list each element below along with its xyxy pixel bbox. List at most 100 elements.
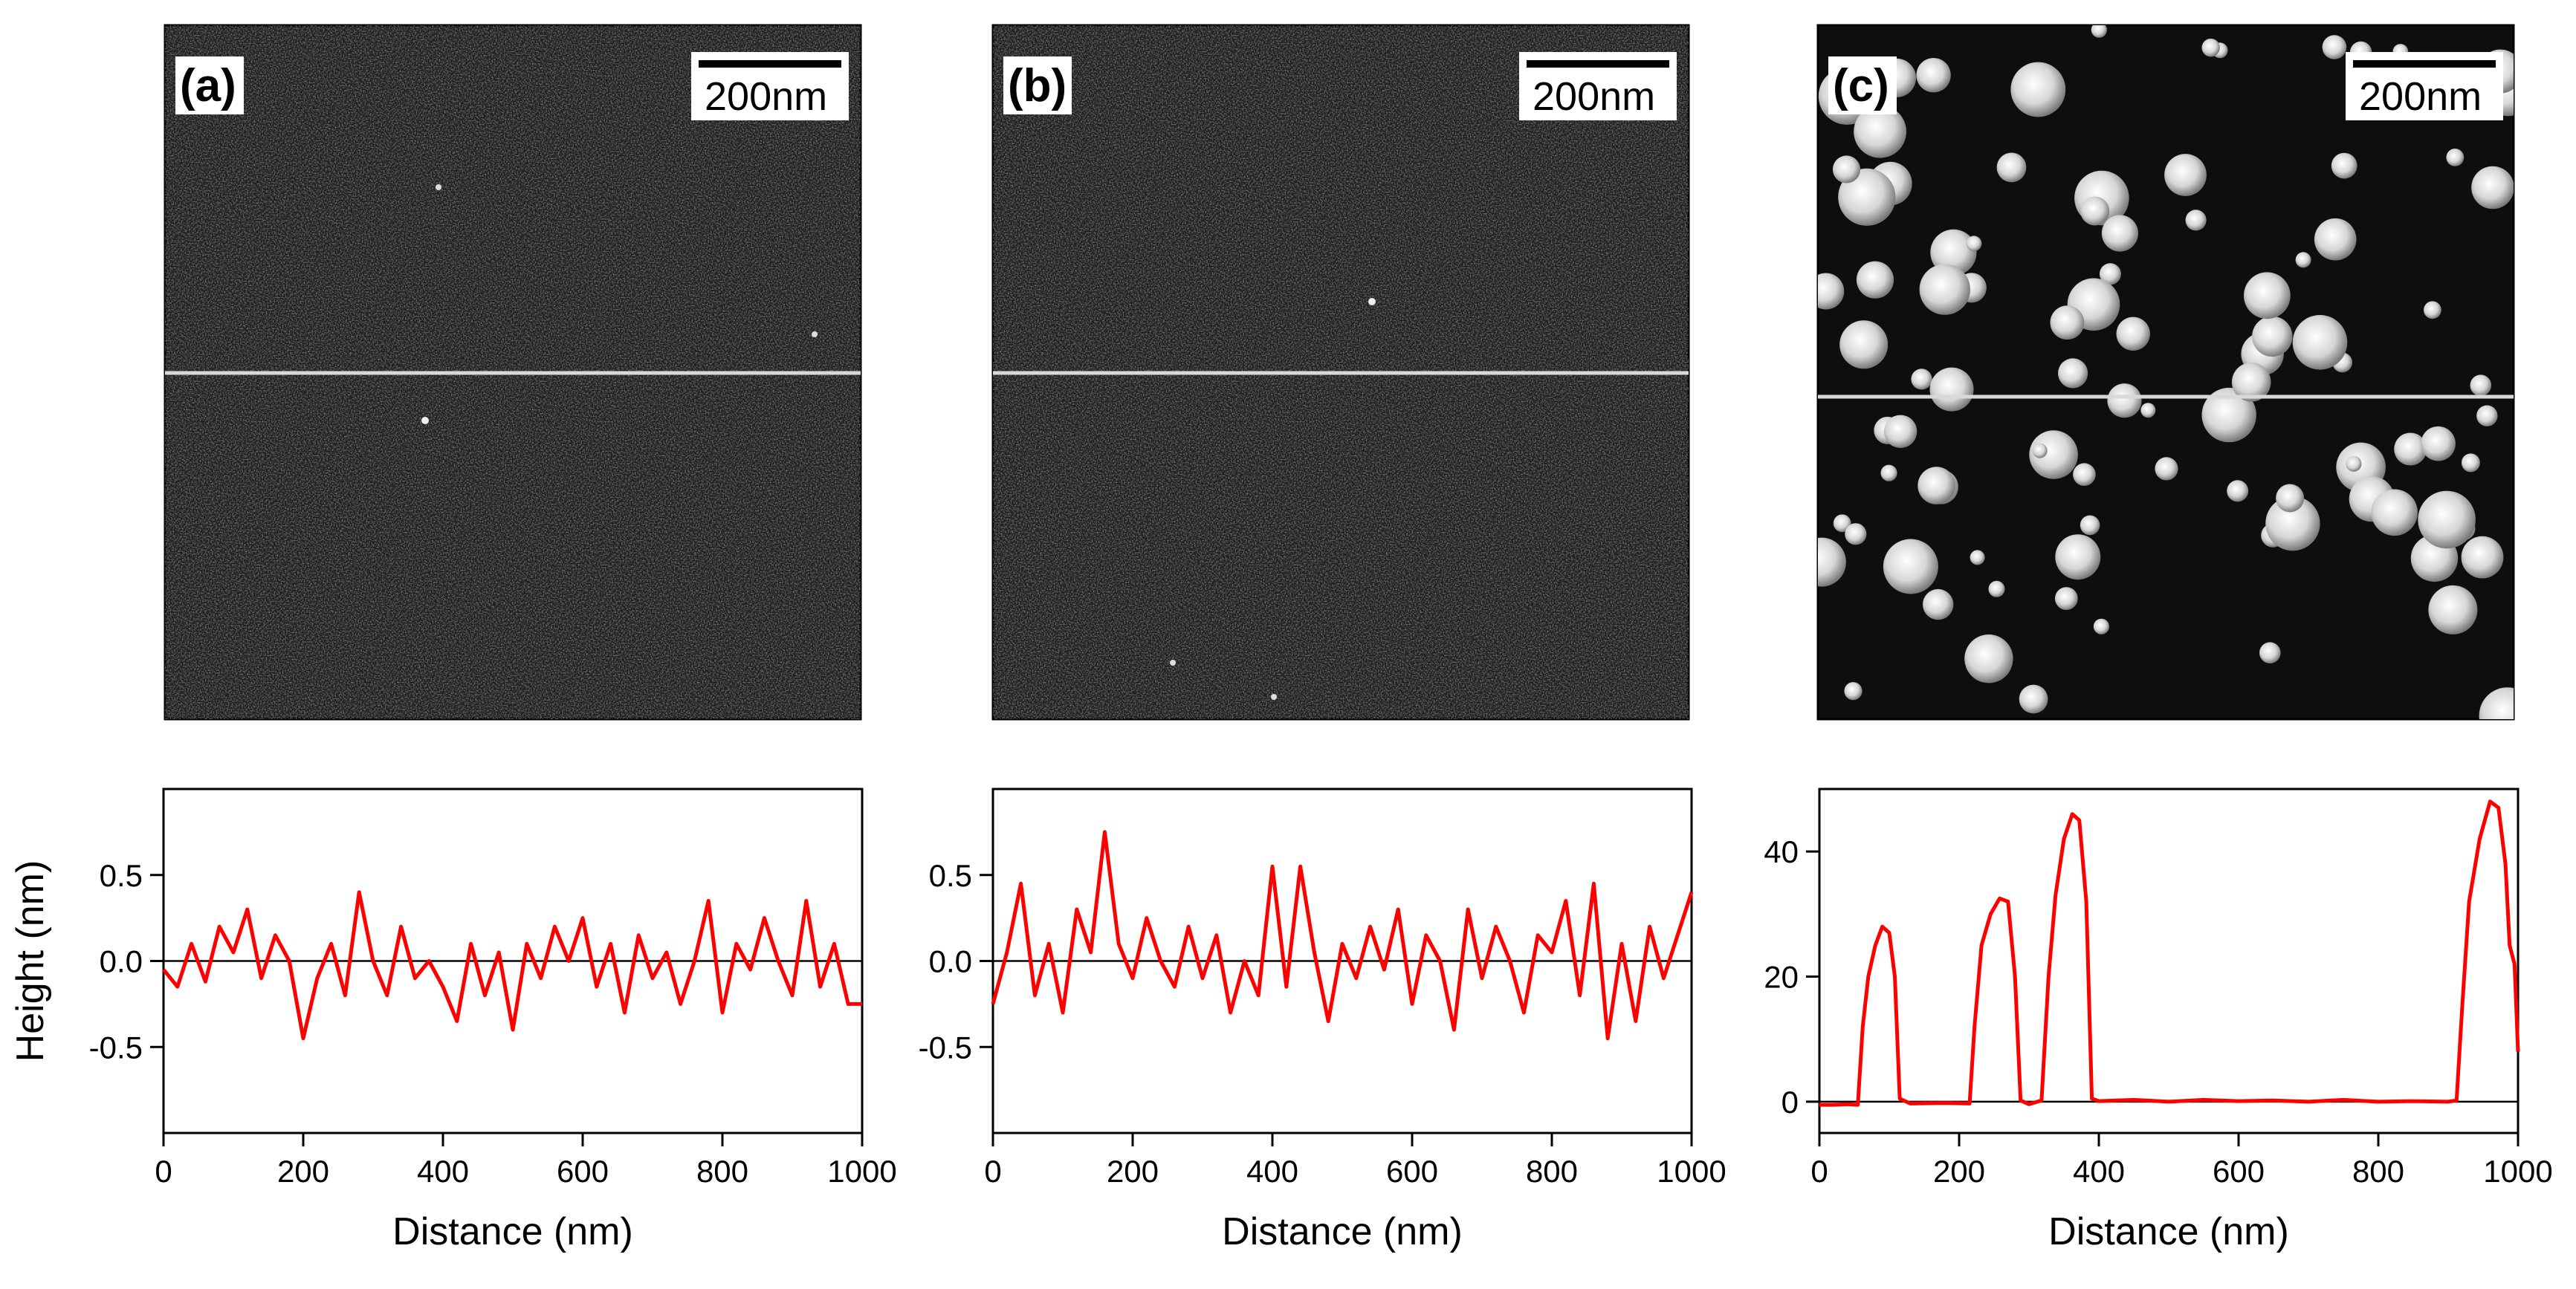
- nanoparticle: [2418, 490, 2476, 549]
- nanoparticle: [2073, 463, 2096, 486]
- nanoparticle: [1911, 368, 1932, 390]
- x-tick-label: 1000: [827, 1154, 896, 1189]
- height-profile-chart-b: 0 200 400 600 800 1000 -0.5 0.0 0.5 Distance (nm): [919, 788, 1726, 1253]
- nanoparticle: [2295, 252, 2311, 268]
- nanoparticle: [2185, 210, 2207, 231]
- panel-label-a: (a): [180, 60, 236, 111]
- nanoparticle: [2276, 484, 2305, 513]
- surface-speck: [1170, 660, 1176, 666]
- nanoparticle: [2091, 25, 2107, 38]
- nanoparticle: [2116, 316, 2150, 351]
- surface-speck: [1368, 298, 1376, 305]
- nanoparticle: [2461, 453, 2480, 473]
- nanoparticle: [1970, 550, 1985, 565]
- x-tick-label: 1000: [2483, 1154, 2552, 1189]
- nanoparticle: [1929, 367, 1974, 412]
- x-axis-title: Distance (nm): [1222, 1210, 1463, 1253]
- nanoparticle: [1988, 580, 2005, 597]
- nanoparticle: [2140, 403, 2156, 418]
- nanoparticle: [1916, 58, 1951, 93]
- nanoparticle: [2331, 152, 2357, 179]
- nanoparticle: [2201, 387, 2256, 443]
- x-tick-label: 400: [1246, 1154, 1298, 1189]
- nanoparticle: [2231, 363, 2271, 402]
- x-tick-label: 800: [2352, 1154, 2404, 1189]
- nanoparticle: [1919, 264, 1970, 315]
- y-tick-label: 0.5: [100, 858, 143, 893]
- nanoparticle: [2155, 457, 2178, 481]
- nanoparticle: [1818, 273, 1845, 310]
- nanoparticle: [1883, 415, 1918, 448]
- nanoparticle: [2265, 496, 2320, 551]
- series-line: [991, 830, 1694, 1041]
- scalebar-label: 200nm: [2359, 74, 2482, 119]
- nanoparticle: [1966, 236, 1982, 252]
- nanoparticle: [2107, 383, 2142, 418]
- nanoparticle: [2446, 149, 2465, 166]
- nanoparticle: [2055, 534, 2101, 580]
- particle-layer: [1818, 25, 2514, 719]
- x-tick-label: 400: [2073, 1154, 2125, 1189]
- nanoparticle: [2424, 301, 2441, 319]
- x-tick-label: 600: [2213, 1154, 2265, 1189]
- nanoparticle: [2394, 432, 2427, 466]
- nanoparticle: [2421, 426, 2456, 461]
- x-tick-label: 200: [1107, 1154, 1159, 1189]
- height-profile-chart-c: 0 200 400 600 800 1000 0 20 40 Distance (nm): [1764, 788, 2553, 1253]
- nanoparticle: [2080, 196, 2110, 226]
- nanoparticle: [1856, 261, 1894, 299]
- nanoparticle: [2461, 536, 2504, 579]
- nanoparticle: [2054, 587, 2078, 610]
- nanoparticle: [1880, 464, 1897, 481]
- nanoparticle: [2314, 218, 2357, 261]
- y-axis-title: Height (nm): [9, 860, 52, 1062]
- nanoparticle: [2322, 35, 2347, 59]
- nanoparticle: [2032, 443, 2048, 458]
- x-tick-label: 200: [1933, 1154, 1985, 1189]
- surface-speck: [436, 184, 441, 190]
- nanoparticle: [1996, 152, 2027, 183]
- nanoparticle: [2346, 455, 2362, 472]
- nanoparticle: [1839, 320, 1889, 369]
- y-tick-label: -0.5: [89, 1030, 143, 1065]
- nanoparticle: [1854, 105, 1907, 158]
- nanoparticle: [1833, 514, 1851, 533]
- x-tick-label: 0: [155, 1154, 172, 1189]
- nanoparticle: [2259, 642, 2281, 663]
- y-tick-label: 40: [1764, 834, 1799, 869]
- y-tick-label: 0.5: [929, 858, 972, 893]
- nanoparticle: [1964, 634, 2013, 684]
- scalebar-label: 200nm: [705, 74, 827, 119]
- x-tick-label: 800: [696, 1154, 748, 1189]
- nanoparticle: [2010, 62, 2066, 117]
- x-tick-label: 200: [277, 1154, 329, 1189]
- nanoparticle: [1818, 537, 1846, 587]
- nanoparticle: [1923, 588, 1954, 620]
- nanoparticle: [2244, 272, 2291, 319]
- nanoparticle: [1844, 682, 1863, 701]
- x-tick-label: 400: [417, 1154, 469, 1189]
- surface-speck: [812, 331, 818, 337]
- x-axis-title: Distance (nm): [2048, 1210, 2289, 1253]
- nanoparticle: [2227, 480, 2249, 502]
- nanoparticle: [2471, 166, 2514, 210]
- panel-label-box: [1003, 56, 1072, 114]
- nanoparticle: [1832, 155, 1861, 184]
- y-tick-label: 20: [1764, 960, 1799, 995]
- x-axis-title: Distance (nm): [392, 1210, 633, 1253]
- x-tick-label: 0: [1810, 1154, 1828, 1189]
- plot-frame-c: [1818, 788, 2520, 1134]
- y-tick-label: 0.0: [929, 944, 972, 979]
- panel-label-b: (b): [1008, 60, 1067, 111]
- x-tick-label: 600: [557, 1154, 609, 1189]
- afm-image-a: (a) 200nm: [164, 24, 862, 721]
- panel-label-box: [1828, 56, 1897, 114]
- afm-image-c: (c) 200nm: [1816, 24, 2515, 721]
- x-tick-label: 0: [984, 1154, 1001, 1189]
- panel-label-c: (c): [1833, 60, 1889, 111]
- x-tick-label: 600: [1386, 1154, 1438, 1189]
- nanoparticle: [2101, 215, 2138, 252]
- x-tick-label: 1000: [1657, 1154, 1726, 1189]
- nanoparticle: [2099, 263, 2121, 285]
